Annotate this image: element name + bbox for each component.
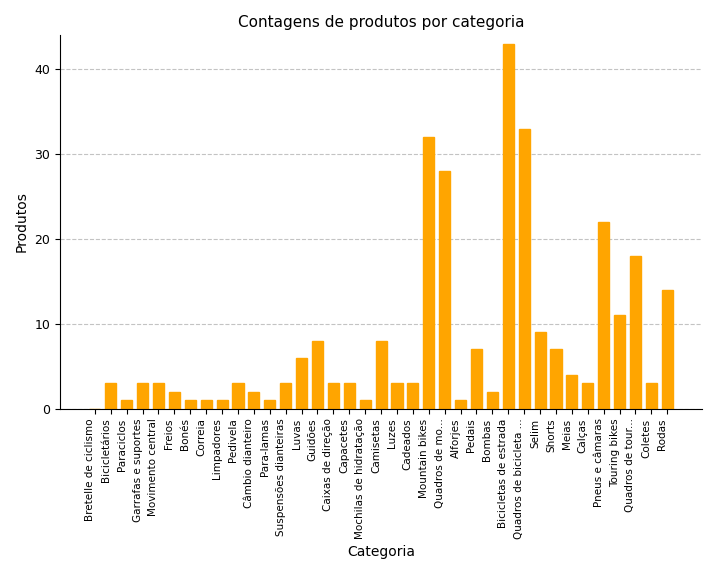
Bar	[232, 383, 244, 409]
Bar	[566, 375, 577, 409]
Bar	[614, 315, 625, 409]
Bar	[503, 44, 514, 409]
Bar	[407, 383, 419, 409]
Bar	[534, 332, 546, 409]
Bar	[582, 383, 594, 409]
Title: Contagens de produtos por categoria: Contagens de produtos por categoria	[238, 15, 524, 30]
Bar	[343, 383, 355, 409]
Bar	[455, 400, 466, 409]
Bar	[360, 400, 371, 409]
Bar	[391, 383, 402, 409]
Bar	[121, 400, 132, 409]
Y-axis label: Produtos: Produtos	[15, 192, 29, 253]
Bar	[439, 171, 450, 409]
Bar	[598, 222, 609, 409]
Bar	[217, 400, 228, 409]
Bar	[312, 341, 323, 409]
Bar	[168, 391, 180, 409]
Bar	[518, 129, 530, 409]
Bar	[376, 341, 386, 409]
Bar	[646, 383, 657, 409]
Bar	[487, 391, 498, 409]
Bar	[296, 358, 307, 409]
Bar	[153, 383, 164, 409]
Bar	[137, 383, 148, 409]
Bar	[201, 400, 212, 409]
Bar	[248, 391, 260, 409]
X-axis label: Categoria: Categoria	[347, 545, 415, 559]
Bar	[662, 290, 673, 409]
Bar	[471, 350, 482, 409]
Bar	[551, 350, 561, 409]
Bar	[423, 137, 435, 409]
Bar	[185, 400, 196, 409]
Bar	[105, 383, 116, 409]
Bar	[630, 256, 641, 409]
Bar	[280, 383, 291, 409]
Bar	[328, 383, 339, 409]
Bar	[265, 400, 275, 409]
